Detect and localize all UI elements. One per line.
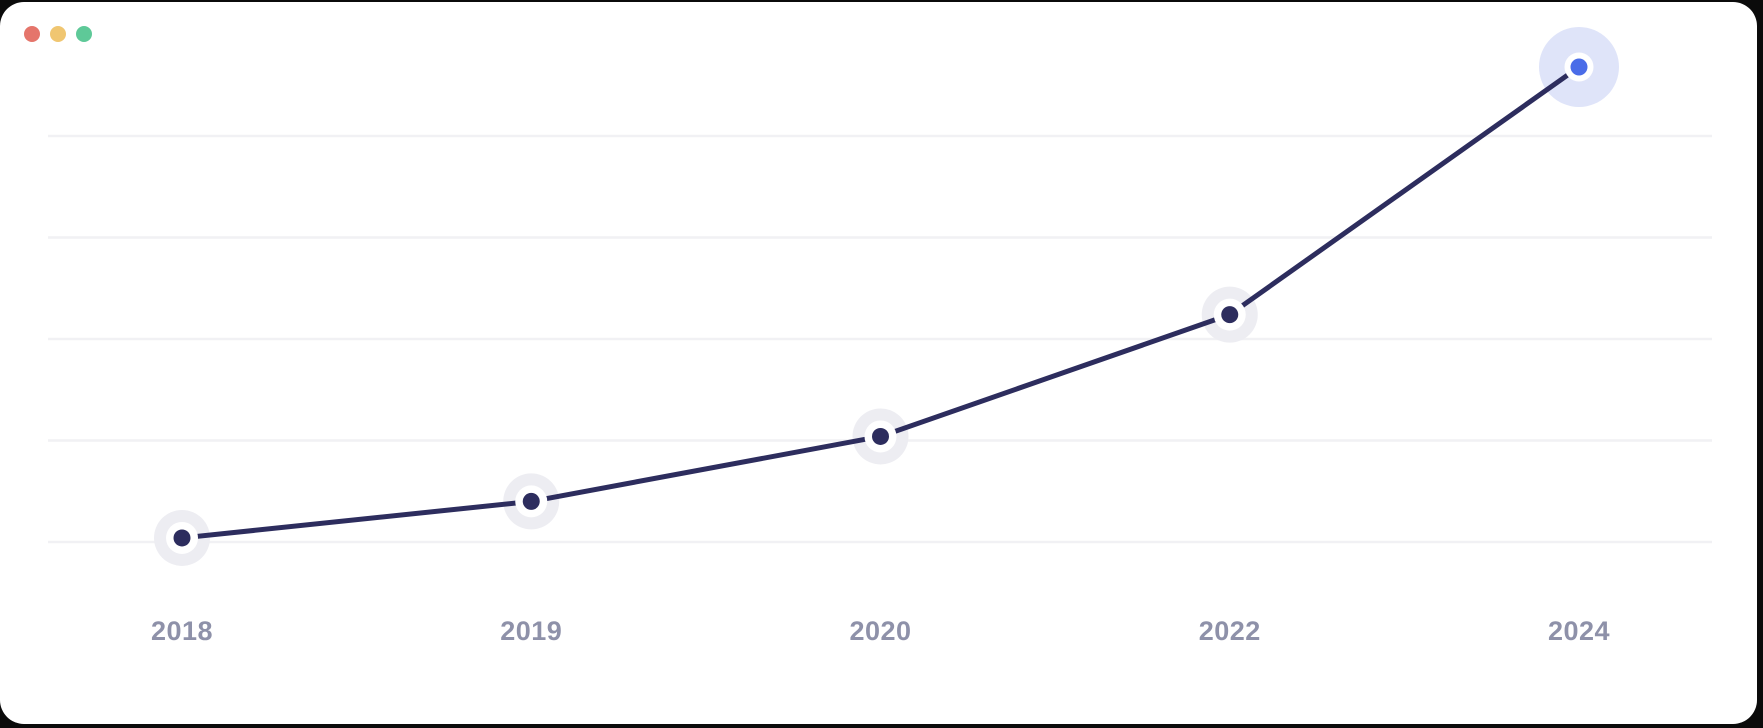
close-button[interactable] bbox=[24, 26, 40, 42]
data-point[interactable] bbox=[1221, 306, 1239, 324]
data-point[interactable] bbox=[173, 529, 191, 547]
minimize-button[interactable] bbox=[50, 26, 66, 42]
window-controls bbox=[24, 26, 92, 42]
data-point[interactable] bbox=[522, 492, 540, 510]
zoom-button[interactable] bbox=[76, 26, 92, 42]
trend-line bbox=[179, 64, 1582, 541]
data-point-highlighted[interactable] bbox=[1570, 58, 1588, 76]
data-point[interactable] bbox=[872, 427, 889, 445]
